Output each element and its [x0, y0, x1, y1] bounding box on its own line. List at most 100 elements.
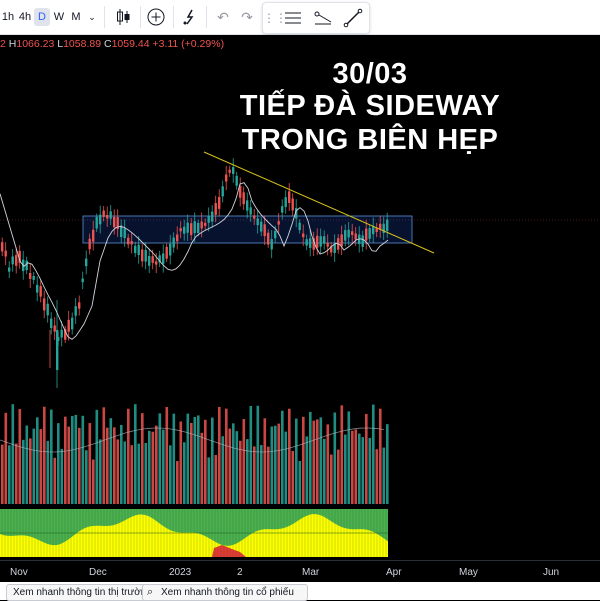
- timeframe-d[interactable]: D: [34, 8, 50, 26]
- candle: [193, 221, 196, 234]
- candle: [88, 238, 91, 250]
- timeframe-m[interactable]: M: [71, 11, 81, 23]
- undo-icon[interactable]: ↶: [217, 9, 229, 25]
- stock-search-input[interactable]: ⌕ Xem nhanh thông tin cổ phiếu: [142, 584, 308, 601]
- volume-bar: [319, 417, 323, 504]
- volume-bar: [148, 430, 151, 504]
- volume-bar: [284, 431, 288, 504]
- volume-bar: [246, 439, 249, 504]
- volume-bar: [74, 414, 78, 504]
- candle: [340, 234, 343, 247]
- change-value: +3.11 (+0.29%): [152, 38, 225, 50]
- volume-bar: [8, 445, 11, 504]
- candlestick-icon[interactable]: [111, 5, 135, 29]
- volume-bar: [239, 440, 242, 504]
- candle: [298, 222, 301, 231]
- headline-line-1: TIẾP ĐÀ SIDEWAY: [239, 90, 501, 122]
- timeframe-1h[interactable]: 1h: [1, 11, 15, 23]
- candle: [330, 246, 333, 253]
- candle: [176, 234, 179, 242]
- x-label: Dec: [89, 567, 107, 578]
- candle: [344, 230, 347, 241]
- chevron-down-icon[interactable]: ⌄: [88, 12, 96, 22]
- volume-bar: [186, 413, 190, 504]
- volume-bar: [179, 421, 183, 504]
- candle: [242, 192, 245, 205]
- candle: [60, 329, 63, 338]
- add-indicator-icon[interactable]: [144, 5, 168, 29]
- volume-bar: [109, 418, 113, 504]
- timeframe-w[interactable]: W: [53, 11, 65, 23]
- volume-bar: [316, 419, 319, 504]
- volume-bar: [162, 429, 165, 504]
- candle: [18, 250, 21, 263]
- close-label: C: [103, 38, 112, 50]
- volume-bar: [92, 459, 95, 504]
- candle: [204, 222, 207, 226]
- headline-date: 30/03: [332, 58, 408, 90]
- candle: [281, 206, 284, 213]
- candle: [134, 245, 137, 254]
- volume-bar: [57, 423, 60, 504]
- alert-icon[interactable]: [178, 5, 202, 29]
- volume-bar: [225, 408, 228, 504]
- candle: [4, 250, 7, 257]
- volume-bar: [4, 412, 8, 504]
- volume-bar: [151, 431, 155, 504]
- price-chart[interactable]: [0, 50, 600, 560]
- volume-bar: [253, 446, 256, 504]
- volume-bar: [232, 423, 235, 504]
- volume-bar: [172, 413, 176, 504]
- bottom-bar: Xem nhanh thông tin thị trường ⌕ Xem nha…: [0, 582, 600, 601]
- volume-bar: [190, 422, 193, 504]
- headline-line-2: TRONG BIÊN HẸP: [241, 124, 499, 156]
- candle: [190, 223, 193, 236]
- drag-handle-icon[interactable]: ⋮⋮: [263, 11, 287, 25]
- candle: [67, 319, 70, 332]
- close-value: 1059.44: [111, 38, 150, 50]
- volume-bar: [85, 450, 88, 504]
- high-value: 1066.23: [16, 38, 55, 50]
- volume-bar: [382, 447, 386, 504]
- volume-bar: [368, 437, 372, 504]
- candle: [232, 167, 235, 174]
- volume-bar: [375, 449, 379, 504]
- ohlc-legend: 2 H1066.23 L1058.89 C1059.44 +3.11 (+0.2…: [0, 38, 224, 50]
- time-axis[interactable]: Nov Dec 2023 2 Mar Apr May Jun: [0, 560, 600, 581]
- line-tool-icon[interactable]: [311, 6, 335, 30]
- volume-bar: [158, 413, 162, 504]
- candle: [8, 267, 11, 272]
- volume-bar: [204, 419, 207, 504]
- volume-bar: [78, 427, 81, 504]
- volume-bar: [270, 426, 274, 504]
- x-label: May: [459, 567, 478, 578]
- low-value: 1058.89: [63, 38, 102, 50]
- candle: [379, 223, 382, 230]
- candle: [218, 197, 221, 209]
- candle: [11, 256, 14, 265]
- descending-trendline: [203, 151, 435, 254]
- volume-bar: [144, 442, 148, 504]
- volume-bar: [207, 457, 211, 504]
- volume-bar: [116, 439, 120, 504]
- line-style-icon[interactable]: [281, 6, 305, 30]
- volume-bar: [267, 446, 270, 504]
- volume-bar: [165, 406, 169, 504]
- volume-bar: [155, 425, 158, 504]
- candle: [169, 243, 172, 256]
- pencil-icon[interactable]: [341, 6, 365, 30]
- candle: [85, 258, 88, 267]
- volume-bar: [67, 426, 71, 504]
- candle: [197, 222, 200, 233]
- redo-icon[interactable]: ↷: [241, 9, 253, 25]
- volume-bar: [344, 434, 347, 504]
- timeframe-4h[interactable]: 4h: [18, 11, 32, 23]
- volume-bar: [295, 418, 298, 504]
- candle: [302, 233, 305, 238]
- candle: [305, 239, 308, 246]
- candle: [249, 207, 252, 215]
- candle: [323, 236, 326, 244]
- volume-bar: [130, 445, 134, 504]
- market-info-button[interactable]: Xem nhanh thông tin thị trường: [6, 584, 159, 601]
- candle: [256, 218, 259, 226]
